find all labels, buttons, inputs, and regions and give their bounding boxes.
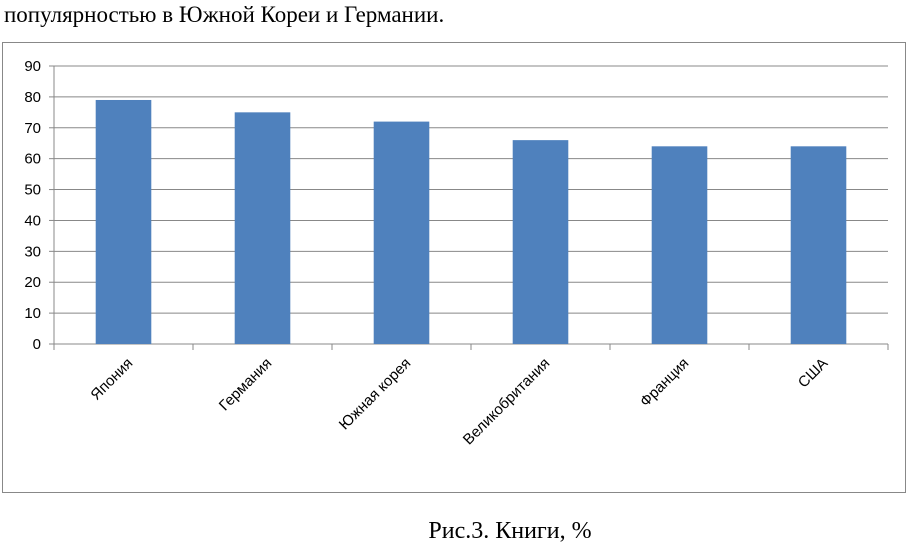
- y-tick-label: 50: [24, 182, 41, 199]
- y-tick-label: 80: [24, 89, 41, 106]
- chart-frame: [2, 42, 906, 493]
- x-tick-label: Великобритания: [460, 355, 553, 448]
- y-tick-label: 20: [24, 274, 41, 291]
- y-tick-label: 0: [33, 336, 41, 353]
- bar: [234, 112, 291, 344]
- bar: [790, 146, 847, 344]
- bar: [512, 140, 569, 344]
- x-tick-label: США: [795, 355, 831, 391]
- bar: [95, 99, 152, 344]
- intro-text: популярностью в Южной Кореи и Германии.: [4, 2, 444, 27]
- bar: [373, 121, 430, 344]
- x-tick-label: Южная корея: [336, 355, 414, 433]
- y-tick-label: 90: [24, 58, 41, 75]
- bar: [651, 146, 708, 344]
- y-tick-label: 70: [24, 120, 41, 137]
- x-tick-label: Япония: [87, 355, 136, 404]
- x-tick-label: Германия: [216, 355, 276, 415]
- caption: Рис.3. Книги, %: [428, 518, 591, 544]
- y-tick-label: 10: [24, 305, 41, 322]
- y-tick-label: 40: [24, 212, 41, 229]
- x-tick-label: Франция: [637, 355, 692, 410]
- y-tick-label: 30: [24, 243, 41, 260]
- y-tick-label: 60: [24, 151, 41, 168]
